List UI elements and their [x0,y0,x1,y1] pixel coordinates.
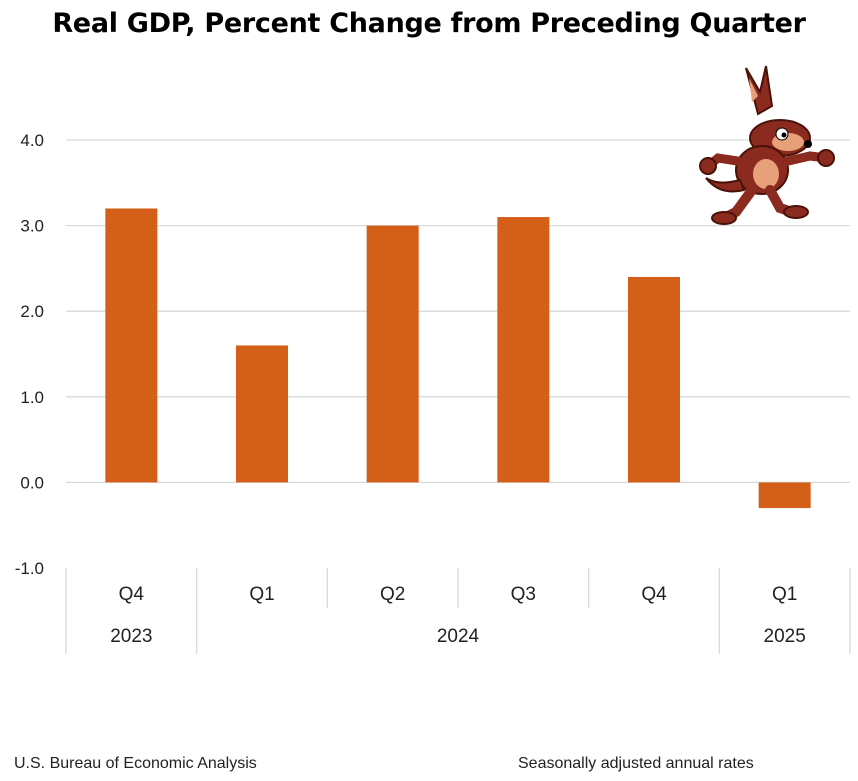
coyote-cartoon-icon [699,65,835,225]
x-category-label: Q4 [119,584,145,605]
gridlines [66,139,850,484]
y-tick-label: 0.0 [20,473,44,492]
x-category-label: Q3 [511,584,536,605]
x-year-label: 2023 [110,626,152,647]
y-tick-label: 1.0 [20,388,44,407]
x-category-label: Q2 [380,584,405,605]
y-tick-label: -1.0 [15,559,44,578]
x-category-label: Q1 [772,584,797,605]
x-category-label: Q1 [249,584,274,605]
bar [758,482,811,509]
x-year-label: 2025 [764,626,806,647]
x-axis: Q4 Q1 Q2 Q3 Q4 Q1 2023 2024 2025 [65,568,851,654]
chart-title: Real GDP, Percent Change from Preceding … [52,8,806,39]
y-tick-label: 4.0 [20,131,44,150]
x-year-label: 2024 [437,626,480,647]
bar [366,225,419,483]
y-axis-ticks: 4.0 3.0 2.0 1.0 0.0 -1.0 [15,131,44,578]
bar [628,276,680,483]
x-category-label: Q4 [641,584,667,605]
bar [105,208,158,483]
bar [236,345,288,483]
bar [497,217,550,483]
bars [105,208,811,509]
y-tick-label: 2.0 [20,302,44,321]
footer-note: Seasonally adjusted annual rates [518,755,754,772]
bar-chart: 4.0 3.0 2.0 1.0 0.0 -1.0 Q4 Q1 Q2 Q3 Q4 Q1 2023 2024… [15,65,851,654]
footer-source: U.S. Bureau of Economic Analysis [14,755,257,772]
y-tick-label: 3.0 [20,217,44,236]
